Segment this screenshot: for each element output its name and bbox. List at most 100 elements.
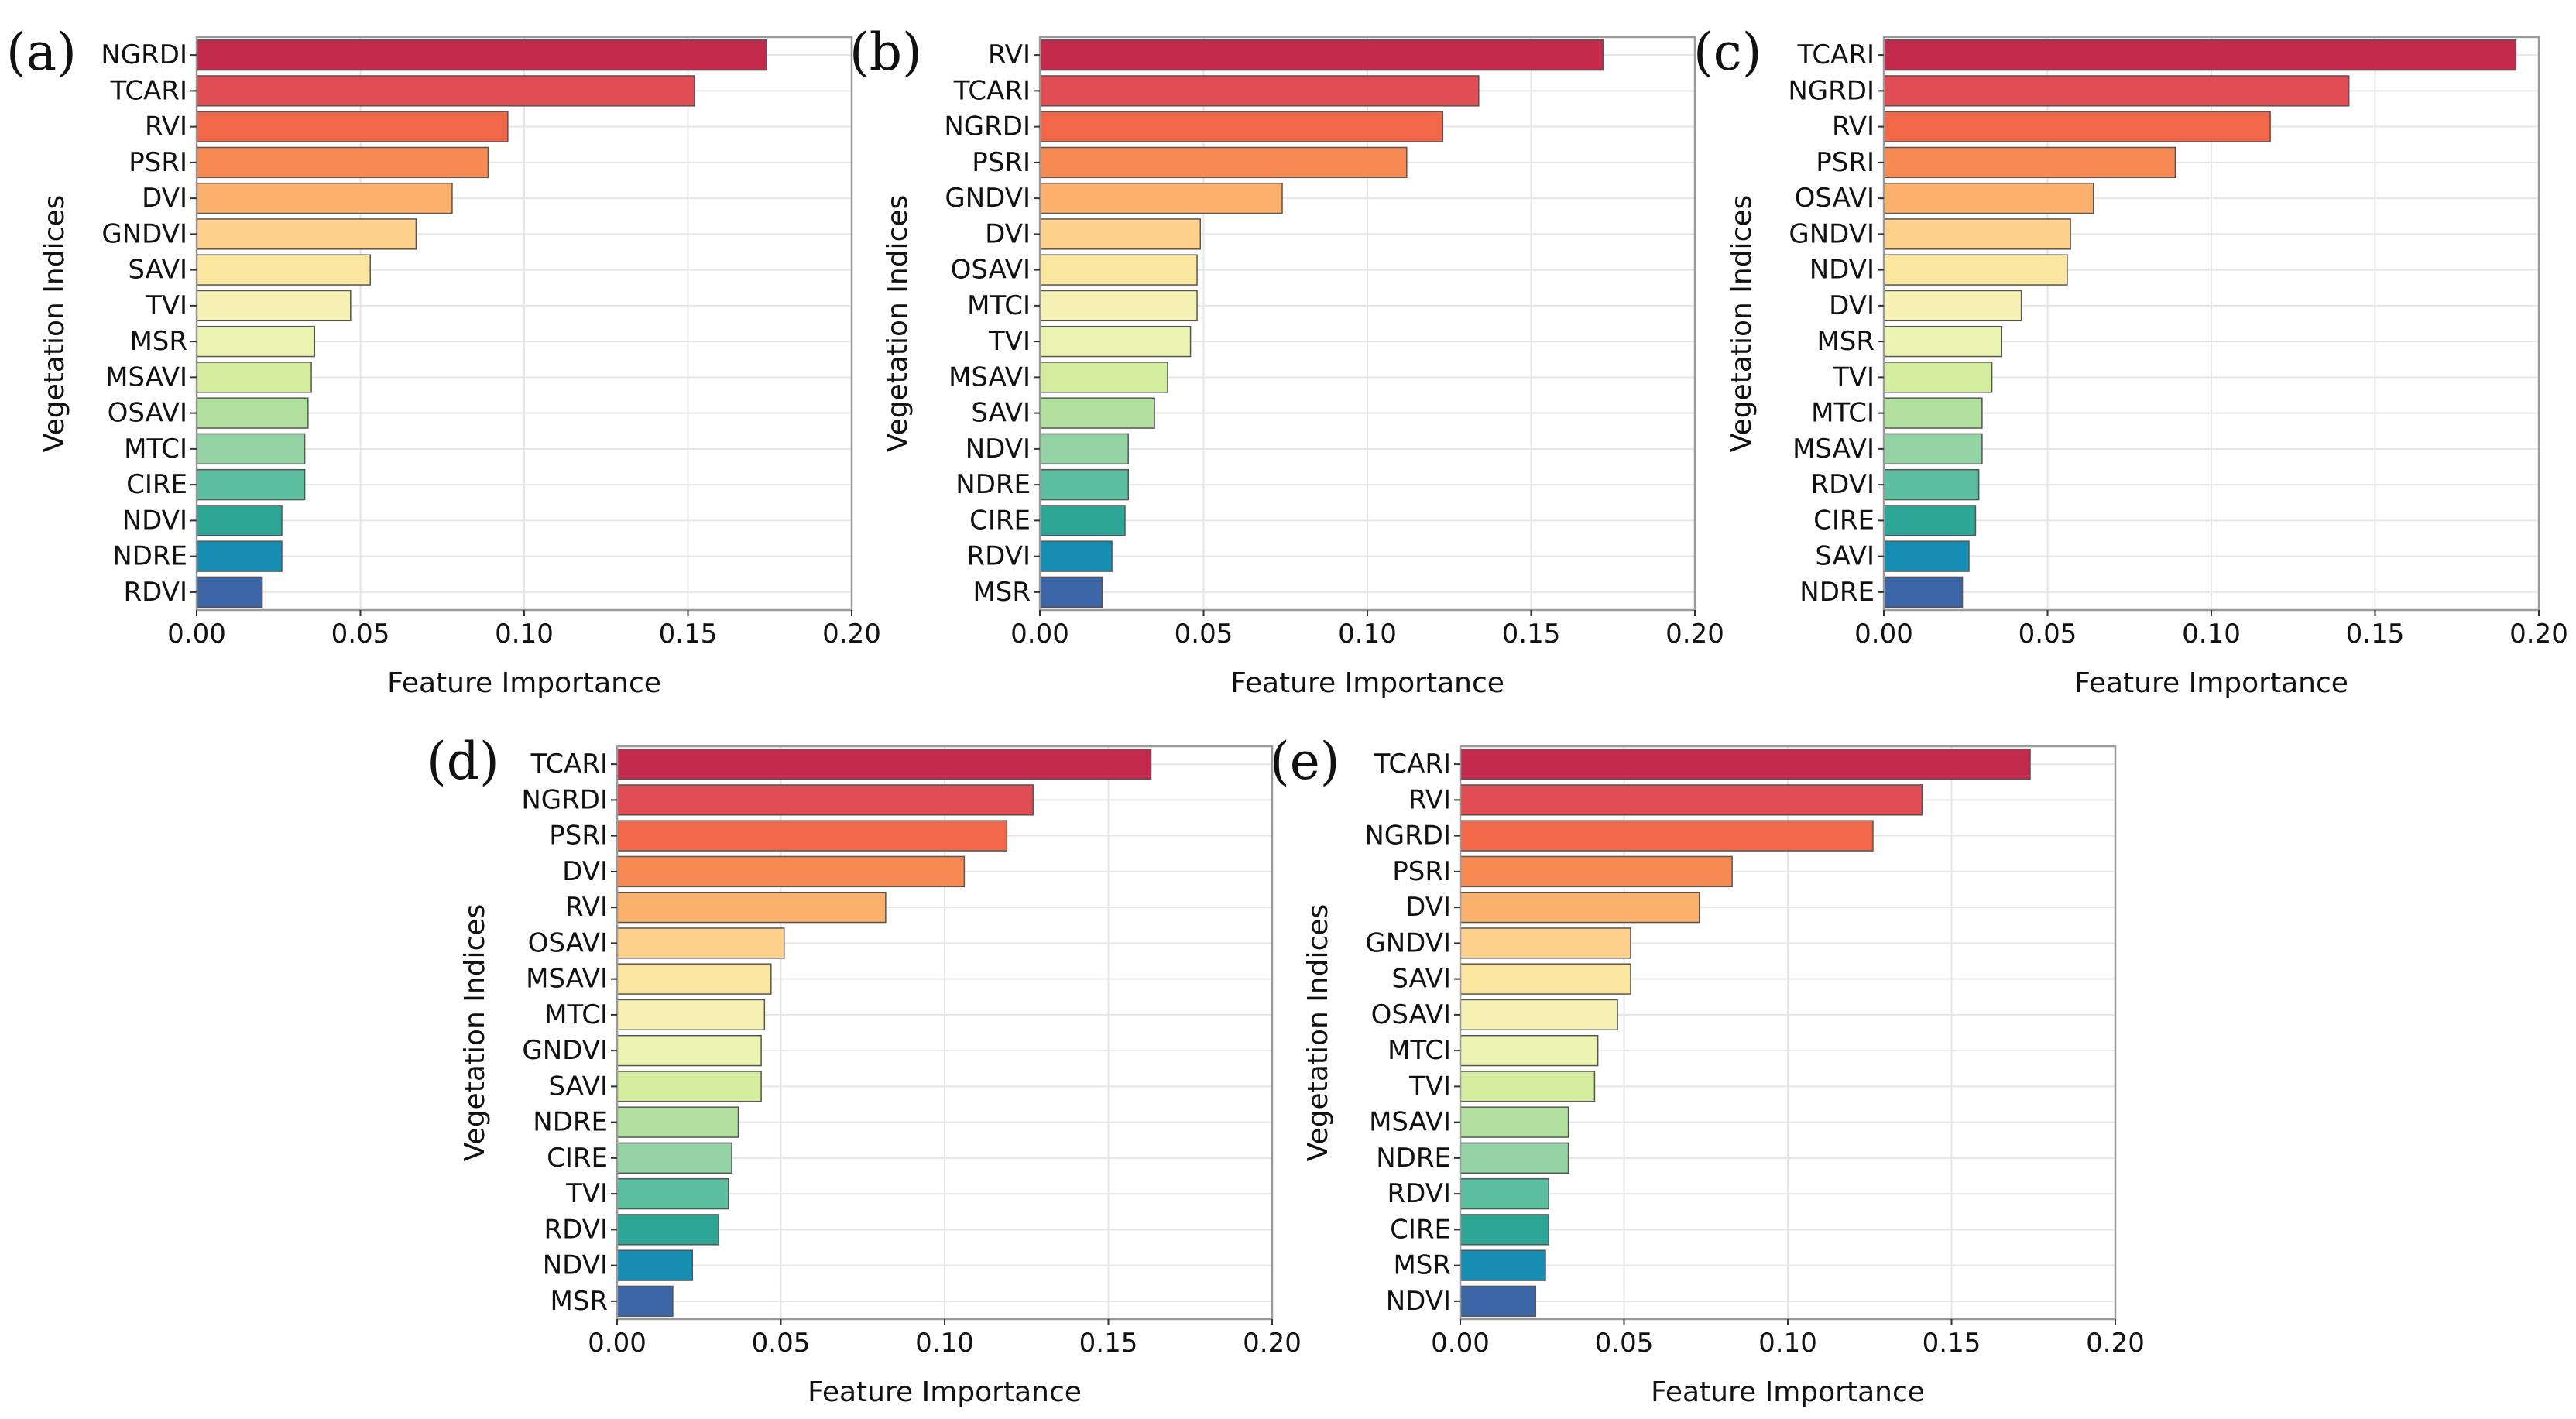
x-tick-label: 0.20	[1243, 1328, 1302, 1359]
bar-rvi	[616, 891, 887, 924]
bar-ndre	[616, 1106, 739, 1138]
y-tick-label: TVI	[1832, 362, 1875, 392]
bar-ndvi	[1883, 254, 2068, 286]
y-tick-label: NDRE	[1799, 577, 1875, 608]
bar-rdvi	[1460, 1177, 1549, 1210]
bar-tvi	[1460, 1071, 1596, 1102]
y-tick-label: MSR	[550, 1286, 608, 1317]
y-tick-label: SAVI	[1391, 964, 1451, 995]
bar-dvi	[196, 182, 453, 214]
bar-msavi	[1039, 362, 1168, 393]
bar-savi	[616, 1071, 762, 1102]
bar-tvi	[1039, 325, 1192, 358]
y-tick-label: TCARI	[1374, 749, 1451, 780]
bar-gndvi	[196, 218, 417, 250]
x-tick-label: 0.10	[1338, 619, 1397, 650]
y-tick-label: RDVI	[544, 1214, 609, 1245]
bar-tcari	[1039, 75, 1480, 107]
bar-ngrdi	[1460, 820, 1874, 852]
bar-msavi	[196, 362, 312, 393]
y-tick-label: MSR	[972, 577, 1031, 608]
x-tick-label: 0.15	[659, 619, 718, 650]
x-tick-label: 0.00	[167, 619, 226, 650]
chart-panel-1: RVI TCARI NGRDI PSRI GNDVI DVI OSAVI MTCI TVI MSA…	[849, 22, 1724, 699]
y-tick-label: GNDVI	[1365, 927, 1451, 958]
bar-msr	[1039, 576, 1103, 608]
x-tick-label: 0.15	[2346, 619, 2405, 650]
chart-panel-0: NGRDI TCARI RVI PSRI DVI GNDVI SAVI TVI MSR MSAVI…	[6, 22, 881, 699]
bar-dvi	[1883, 290, 2022, 322]
y-axis-title: Vegetation Indices	[459, 904, 491, 1162]
bar-tcari	[616, 748, 1152, 780]
bar-psri	[1883, 146, 2176, 179]
y-tick-label: PSRI	[129, 147, 187, 178]
panel-label: (e)	[1270, 732, 1340, 791]
bar-rvi	[196, 111, 509, 142]
bar-savi	[196, 254, 371, 286]
bar-rdvi	[1883, 468, 1980, 501]
bar-gndvi	[1460, 927, 1631, 959]
bar-msr	[1460, 1249, 1546, 1281]
x-tick-label: 0.05	[1175, 619, 1233, 650]
bar-cire	[196, 468, 306, 501]
bar-ndre	[196, 540, 283, 572]
x-tick-label: 0.15	[1923, 1328, 1981, 1359]
y-axis-title: Vegetation Indices	[1302, 904, 1334, 1162]
panel-label: (a)	[6, 22, 77, 82]
bar-ndre	[1883, 576, 1964, 608]
x-axis-title: Feature Importance	[387, 667, 661, 699]
y-tick-label: SAVI	[1815, 541, 1875, 572]
y-tick-label: OSAVI	[528, 927, 608, 958]
bar-tcari	[1460, 748, 2031, 780]
y-tick-label: TVI	[1408, 1071, 1451, 1102]
y-tick-label: RDVI	[1387, 1178, 1452, 1209]
y-tick-label: DVI	[985, 218, 1031, 249]
chart-panel-4: TCARI RVI NGRDI PSRI DVI GNDVI SAVI OSAVI MTCI TV…	[1270, 732, 2145, 1408]
y-tick-label: MTCI	[967, 290, 1031, 321]
bar-rdvi	[1039, 540, 1113, 572]
x-tick-label: 0.05	[1595, 1328, 1654, 1359]
y-tick-label: OSAVI	[1371, 999, 1451, 1030]
y-tick-label: NGRDI	[521, 784, 608, 815]
y-tick-label: CIRE	[547, 1143, 608, 1174]
bar-msr	[616, 1285, 674, 1318]
y-tick-label: PSRI	[549, 821, 608, 852]
x-tick-label: 0.20	[2086, 1328, 2145, 1359]
y-tick-label: GNDVI	[101, 218, 187, 249]
y-tick-label: NDVI	[966, 434, 1031, 464]
panel-label: (d)	[427, 732, 499, 791]
bar-osavi	[1460, 999, 1618, 1031]
bar-mtci	[1460, 1034, 1599, 1067]
x-tick-label: 0.15	[1079, 1328, 1138, 1359]
y-tick-label: CIRE	[126, 469, 187, 500]
bar-cire	[1883, 505, 1977, 536]
bar-msr	[1883, 325, 2003, 358]
y-tick-label: CIRE	[1813, 505, 1875, 536]
y-tick-label: DVI	[142, 183, 187, 214]
bar-psri	[616, 820, 1008, 852]
y-tick-label: MSAVI	[526, 964, 608, 995]
panel-label: (b)	[849, 22, 922, 82]
x-tick-label: 0.10	[2182, 619, 2241, 650]
y-tick-label: NGRDI	[944, 111, 1031, 142]
bar-mtci	[616, 999, 766, 1031]
bar-dvi	[1460, 891, 1700, 924]
x-tick-label: 0.00	[1854, 619, 1913, 650]
bar-ngrdi	[196, 39, 767, 71]
y-tick-label: RVI	[988, 39, 1031, 70]
y-tick-label: GNDVI	[522, 1035, 608, 1066]
bar-osavi	[1039, 254, 1198, 286]
bar-msavi	[1460, 1106, 1569, 1138]
x-tick-label: 0.05	[2019, 619, 2077, 650]
bar-psri	[196, 146, 489, 179]
x-tick-label: 0.20	[1665, 619, 1724, 650]
y-tick-label: SAVI	[128, 255, 187, 286]
bar-msavi	[1883, 433, 1983, 465]
y-tick-label: DVI	[1405, 892, 1451, 923]
bar-ndre	[1460, 1142, 1569, 1174]
x-tick-label: 0.05	[752, 1328, 811, 1359]
panel-label: (c)	[1693, 22, 1761, 82]
y-tick-label: GNDVI	[1789, 218, 1875, 249]
bar-gndvi	[1039, 182, 1283, 214]
